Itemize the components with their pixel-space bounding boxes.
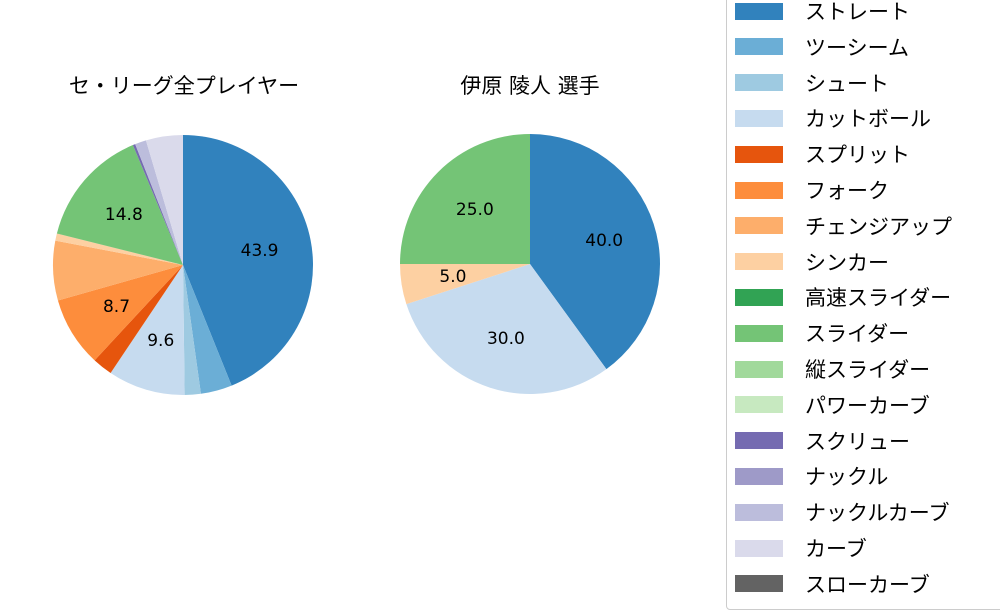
pie-charts: 43.9 9.6 8.7 14.8 40.0 30.0 5.0 25.0 bbox=[53, 134, 660, 396]
legend-item: カーブ bbox=[735, 537, 867, 561]
legend-item: シンカー bbox=[735, 251, 889, 275]
pie-slice bbox=[530, 134, 660, 370]
legend-swatch bbox=[735, 324, 783, 342]
legend-item: スクリュー bbox=[735, 430, 910, 454]
pie-slice bbox=[56, 145, 183, 265]
pie-slice bbox=[145, 135, 183, 265]
legend-label: ツーシーム bbox=[805, 35, 909, 60]
legend-label: ナックル bbox=[805, 465, 889, 490]
legend-label: ナックルカーブ bbox=[805, 501, 950, 526]
legend-swatch bbox=[735, 217, 783, 235]
legend-label: スローカーブ bbox=[805, 572, 930, 597]
pie-slice bbox=[183, 265, 201, 395]
legend-label: パワーカーブ bbox=[805, 393, 930, 418]
legend-label: シンカー bbox=[805, 250, 889, 275]
pie-slice bbox=[55, 233, 183, 265]
legend-item: チェンジアップ bbox=[735, 215, 952, 239]
legend-item: 縦スライダー bbox=[735, 358, 930, 382]
pie-slice bbox=[183, 135, 313, 386]
slice-percentage-label: 9.6 bbox=[147, 331, 174, 351]
legend: ストレートツーシームシュートカットボール スプリットフォークチェンジアップ シンカー… bbox=[726, 0, 1000, 610]
legend-label: カーブ bbox=[805, 537, 867, 561]
legend-item: フォーク bbox=[735, 179, 889, 203]
legend-item: ツーシーム bbox=[735, 36, 909, 60]
legend-swatch bbox=[735, 467, 783, 485]
legend-item: スプリット bbox=[735, 143, 910, 167]
left-chart-title: セ・リーグ全プレイヤー bbox=[68, 74, 300, 98]
slice-percentage-label: 14.8 bbox=[105, 205, 143, 225]
legend-label: スクリュー bbox=[805, 429, 910, 454]
legend-swatch bbox=[735, 38, 783, 56]
legend-item: スローカーブ bbox=[735, 573, 930, 597]
legend-swatch bbox=[735, 503, 783, 521]
legend-swatch bbox=[735, 253, 783, 271]
legend-item: ストレート bbox=[735, 0, 910, 24]
legend-item: パワーカーブ bbox=[735, 394, 930, 418]
pie-slice bbox=[94, 265, 183, 373]
legend-item: ナックルカーブ bbox=[735, 501, 949, 525]
legend-label: 縦スライダー bbox=[805, 358, 931, 382]
legend-label: チェンジアップ bbox=[805, 214, 952, 239]
pie-slice bbox=[135, 140, 183, 265]
pie-slice bbox=[57, 265, 183, 361]
legend-item: シュート bbox=[735, 72, 889, 96]
pie-slice bbox=[400, 264, 530, 305]
slice-percentage-label: 8.7 bbox=[103, 297, 130, 317]
legend-swatch bbox=[735, 360, 783, 378]
slice-percentage-label: 43.9 bbox=[241, 241, 279, 261]
pie-slice bbox=[400, 134, 530, 264]
pie-slice bbox=[110, 265, 185, 396]
slice-percentage-label: 5.0 bbox=[439, 267, 466, 287]
legend-label: カットボール bbox=[805, 107, 931, 132]
pie-slice bbox=[183, 265, 232, 394]
pie-slice bbox=[132, 144, 183, 265]
slice-percentage-label: 25.0 bbox=[456, 200, 494, 220]
legend-swatch bbox=[735, 432, 783, 450]
legend-swatch bbox=[735, 288, 783, 306]
legend-swatch bbox=[735, 74, 783, 92]
legend-swatch bbox=[735, 109, 783, 127]
legend-swatch bbox=[735, 145, 783, 163]
legend-label: ストレート bbox=[805, 0, 910, 24]
legend-item: 高速スライダー bbox=[735, 286, 951, 310]
legend-label: スプリット bbox=[805, 143, 910, 168]
legend-label: スライダー bbox=[805, 322, 910, 347]
legend-swatch bbox=[735, 539, 783, 557]
legend-label: 高速スライダー bbox=[805, 286, 952, 311]
legend-swatch bbox=[735, 181, 783, 199]
right-chart-title: 伊原 陵人 選手 bbox=[460, 74, 600, 98]
legend-swatch bbox=[735, 2, 783, 20]
legend-swatch bbox=[735, 396, 783, 414]
legend-item: スライダー bbox=[735, 322, 909, 346]
slice-percentage-label: 40.0 bbox=[585, 231, 623, 251]
legend-item: カットボール bbox=[735, 107, 931, 131]
legend-swatch bbox=[735, 575, 783, 593]
legend-label: フォーク bbox=[805, 179, 889, 203]
legend-label: シュート bbox=[805, 71, 889, 96]
pie-slice bbox=[406, 264, 607, 395]
legend-item: ナックル bbox=[735, 465, 888, 489]
slice-percentage-label: 30.0 bbox=[487, 329, 525, 349]
pie-slice bbox=[53, 240, 184, 301]
